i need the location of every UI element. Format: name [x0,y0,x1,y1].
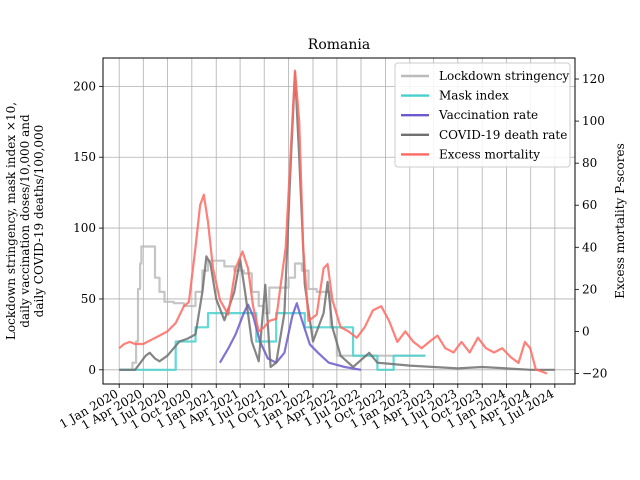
series-line-excess-mortality [118,69,548,375]
series-line-covid-19-death-rate [119,71,555,371]
y-axis-left-label: Lockdown stringency, mask index ×10, dail… [4,102,46,340]
y-axis-left-label-line: daily COVID-19 deaths/100,000 [32,125,46,318]
legend-label: Mask index [439,89,509,103]
series-line-vaccination-rate [218,302,362,371]
y-left-tick-label: 50 [81,292,96,306]
legend-label: Lockdown stringency [439,69,569,83]
series-line-mask-index [119,312,426,371]
y-axis-left: 0 50 100 150 200 [73,79,103,377]
series-group [118,69,555,375]
y-right-tick-label: 120 [582,72,605,86]
y-right-tick-label: 60 [582,198,597,212]
y-left-tick-label: 200 [73,79,96,93]
y-axis-left-label-line: Lockdown stringency, mask index ×10, [4,102,18,340]
y-axis-right-label: Excess mortality P-scores [613,143,627,298]
chart-title: Romania [308,37,370,53]
y-left-tick-label: 100 [73,221,96,235]
legend-label: COVID-19 death rate [439,128,567,142]
legend-label: Vaccination rate [438,108,538,122]
plot-frame [102,57,576,385]
legend: Lockdown stringency Mask index Vaccination… [394,62,571,168]
y-left-tick-label: 150 [73,150,96,164]
y-axis-right: −20 0 20 40 60 80 100 120 [575,72,607,380]
y-axis-left-label-line: daily vaccination doses/10,000 and [18,114,32,328]
y-right-tick-label: 80 [582,156,597,170]
y-right-tick-label: −20 [582,366,607,380]
y-right-tick-label: 100 [582,114,605,128]
legend-label: Excess mortality [439,147,540,161]
y-left-tick-label: 0 [88,363,96,377]
y-right-tick-label: 20 [582,282,597,296]
y-right-tick-label: 0 [582,324,590,338]
legend-box [394,62,571,168]
series-line-lockdown-stringency [119,245,426,371]
y-right-tick-label: 40 [582,240,597,254]
grid [103,58,575,384]
